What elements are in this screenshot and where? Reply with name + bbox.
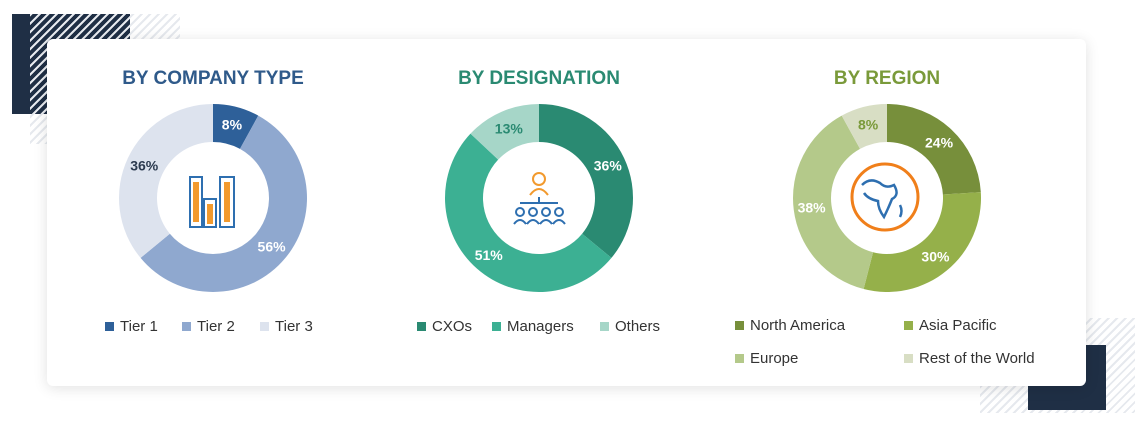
legend-item: North America	[735, 317, 845, 334]
legend-label: Tier 1	[120, 318, 158, 335]
data-label: 51%	[475, 247, 504, 263]
legend-label: CXOs	[432, 318, 473, 335]
legend-label: Asia Pacific	[919, 317, 997, 334]
legend-item: Tier 2	[182, 318, 235, 335]
buildings-icon	[189, 176, 235, 228]
data-label: 30%	[921, 249, 950, 265]
donut-0: 8% 56% 36%	[119, 104, 307, 293]
legend-swatch	[105, 322, 114, 331]
chart-title-company-type: BY COMPANY TYPE	[122, 68, 304, 89]
data-label: 56%	[258, 238, 287, 254]
legend-swatch	[492, 322, 501, 331]
slice-tier-3	[119, 104, 213, 258]
legend-swatch	[904, 354, 913, 363]
slice-cxos	[539, 104, 633, 258]
slice-managers	[444, 133, 612, 293]
legend-label: Others	[615, 318, 661, 335]
slice-rest-of-the-world	[841, 104, 887, 149]
legend-label: Managers	[507, 318, 574, 335]
data-label: 24%	[925, 135, 954, 151]
legend-swatch	[600, 322, 609, 331]
donut-1: 36% 51% 13%	[444, 104, 633, 293]
legend-item: Rest of the World	[904, 350, 1035, 367]
legend-item: Tier 3	[260, 318, 313, 335]
data-label: 36%	[130, 158, 159, 174]
legend-label: North America	[750, 317, 846, 334]
legend-swatch	[735, 354, 744, 363]
slice-tier-2	[140, 115, 307, 293]
slice-tier-1	[213, 104, 259, 149]
data-label: 13%	[495, 120, 524, 136]
team-hierarchy-icon	[513, 172, 566, 225]
data-label: 38%	[798, 200, 827, 216]
legend-label: Tier 2	[197, 318, 235, 335]
slice-asia-pacific	[863, 192, 981, 292]
legend-item: Europe	[735, 350, 798, 367]
legend-swatch	[735, 321, 744, 330]
legend-swatch	[904, 321, 913, 330]
legend-swatch	[182, 322, 191, 331]
slice-north-america	[887, 104, 981, 195]
slice-others	[470, 104, 539, 160]
donut-2: 24% 30% 38% 8%	[792, 104, 981, 292]
legend-item: Tier 1	[105, 318, 158, 335]
legend-label: Tier 3	[275, 318, 313, 335]
legend-item: CXOs	[417, 318, 472, 335]
data-label: 36%	[594, 158, 623, 174]
legend-item: Others	[600, 318, 660, 335]
chart-title-region: BY REGION	[833, 68, 941, 89]
legend-swatch	[417, 322, 426, 331]
data-label: 8%	[858, 116, 879, 132]
data-label: 8%	[222, 116, 243, 132]
legend-label: Europe	[750, 350, 799, 367]
legend-item: Asia Pacific	[904, 317, 997, 334]
chart-title-designation: BY DESIGNATION	[458, 68, 620, 89]
legend-label: Rest of the World	[919, 350, 1035, 367]
legend-swatch	[260, 322, 269, 331]
slice-europe	[792, 115, 874, 290]
globe-icon	[850, 162, 920, 232]
legend-item: Managers	[492, 318, 574, 335]
